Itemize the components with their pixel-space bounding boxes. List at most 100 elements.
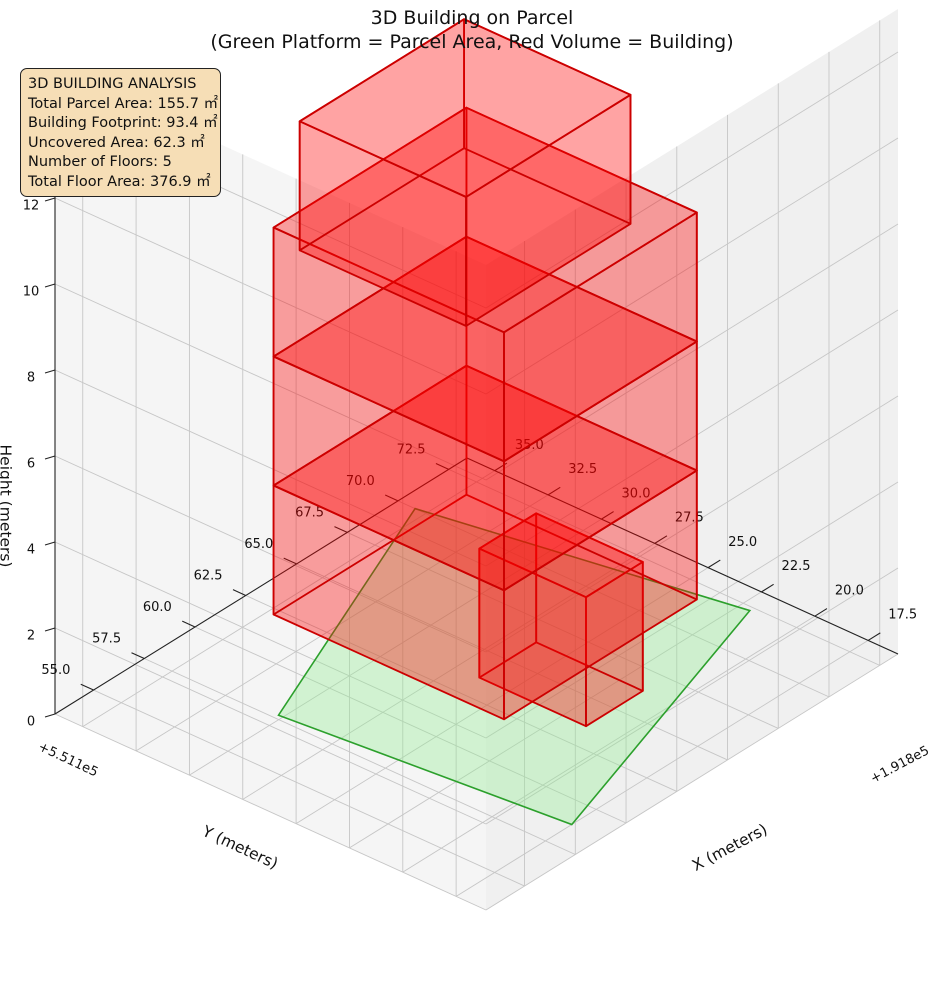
z-tick [44, 713, 56, 718]
gridline-x-floor [397, 500, 830, 698]
x-tick-label: 57.5 [92, 632, 121, 647]
info-uncovered-area: Uncovered Area: 62.3 ㎡ [28, 134, 205, 151]
gridline-x-floor [347, 531, 779, 729]
gridline-y-floor [135, 494, 549, 752]
info-total-floor-area: Total Floor Area: 376.9 ㎡ [28, 173, 211, 190]
gridline-y-floor [349, 591, 762, 849]
z-tick [44, 369, 56, 374]
z-tick-label: 12 [23, 199, 40, 214]
gridline-x-floor [296, 563, 728, 761]
gridline-y-floor [455, 640, 869, 897]
x-tick-label: 55.0 [41, 663, 70, 678]
x-tick-label: 65.0 [244, 537, 273, 552]
x-axis-line [54, 457, 468, 715]
y-axis-line [466, 457, 899, 655]
axis-panes [55, 9, 898, 910]
y-back-pane [55, 69, 486, 910]
y-tick [707, 559, 721, 569]
gridline-z-wall-y [54, 713, 487, 911]
gridline-x-floor [448, 468, 880, 666]
z-axis-title: Height (meters) [0, 445, 15, 568]
gridline-z-wall-x [485, 137, 899, 395]
z-tick [44, 283, 56, 288]
gridline-y-floor [82, 470, 495, 727]
y-tick-label: 30.0 [622, 486, 651, 501]
info-building-footprint: Building Footprint: 93.4 ㎡ [28, 115, 218, 132]
chart-subtitle: (Green Platform = Parcel Area, Red Volum… [210, 31, 734, 53]
building-volume-4 [272, 106, 698, 463]
z-tick [44, 627, 56, 632]
gridline-y-floor [402, 615, 816, 873]
z-tick-label: 8 [27, 371, 35, 386]
y-axis-title: Y (meters) [199, 822, 281, 873]
gridline-z-wall-x [485, 653, 899, 911]
y-tick [867, 632, 881, 641]
y-tick-label: 20.0 [835, 583, 864, 598]
building-volume-3 [272, 235, 698, 592]
building-layer [272, 18, 698, 728]
y-tick [814, 608, 828, 617]
gridline-x-floor [245, 595, 677, 792]
z-tick-label: 10 [23, 285, 40, 300]
gridline-z-wall-y [54, 369, 487, 567]
gridline-y-floor [295, 567, 709, 825]
gridline-z-wall-x [485, 51, 899, 309]
x-tick-label: 72.5 [397, 442, 426, 457]
y-tick-label: 25.0 [728, 535, 757, 550]
x-offset-label: +1.918e5 [868, 743, 932, 786]
x-tick-label: 62.5 [194, 569, 223, 584]
x-tick [334, 526, 348, 533]
gridline-x-floor [194, 626, 627, 824]
x-axis-title: X (meters) [689, 820, 770, 875]
gridline-y-floor [242, 543, 655, 800]
x-tick [283, 557, 297, 565]
gridlines [54, 20, 899, 911]
building-volume-5 [298, 18, 632, 327]
z-tick-label: 2 [27, 629, 35, 644]
gridline-z-wall-y [54, 627, 487, 825]
gridline-x-floor [93, 689, 525, 887]
gridline-z-wall-y [54, 455, 487, 653]
building-volume-2 [272, 364, 698, 721]
gridline-z-wall-x [485, 223, 899, 481]
gridline-z-wall-x [485, 481, 899, 739]
x-tick [232, 589, 247, 596]
info-heading: 3D BUILDING ANALYSIS [28, 76, 197, 92]
z-tick [44, 455, 56, 460]
parcel-layer [277, 507, 752, 826]
x-tick-label: 60.0 [143, 600, 172, 615]
gridline-y-floor [189, 518, 602, 776]
x-tick-label: 70.0 [346, 474, 375, 489]
x-tick [384, 494, 399, 502]
gridline-z-wall-x [485, 395, 899, 653]
info-total-parcel-area: Total Parcel Area: 155.7 ㎡ [28, 95, 219, 112]
y-offset-label: +5.511e5 [36, 740, 101, 781]
x-back-pane [486, 9, 898, 910]
building-face [272, 106, 698, 334]
building-face [298, 18, 632, 198]
gridline-z-wall-y [54, 541, 487, 739]
y-tick-label: 32.5 [568, 462, 597, 477]
gridline-z-wall-x [485, 309, 899, 567]
parcel-platform [277, 507, 752, 826]
z-tick-label: 6 [27, 457, 35, 472]
x-tick-label: 67.5 [295, 505, 324, 520]
gridline-x-floor [144, 658, 576, 855]
x-tick [435, 463, 449, 470]
analysis-info-box: 3D BUILDING ANALYSIS Total Parcel Area: … [20, 68, 221, 197]
z-tick [44, 541, 56, 546]
info-number-of-floors: Number of Floors: 5 [28, 154, 172, 171]
y-tick-label: 17.5 [888, 608, 917, 623]
gridline-z-wall-y [54, 283, 487, 481]
y-tick-label: 22.5 [782, 559, 811, 574]
z-tick [44, 197, 56, 202]
gridline-z-wall-y [54, 197, 487, 395]
chart-title: 3D Building on Parcel [370, 7, 574, 29]
x-tick [182, 620, 196, 628]
z-tick-label: 0 [27, 715, 35, 730]
y-tick [547, 486, 561, 496]
x-tick [131, 652, 145, 660]
y-tick [654, 535, 668, 544]
y-tick [601, 511, 614, 520]
